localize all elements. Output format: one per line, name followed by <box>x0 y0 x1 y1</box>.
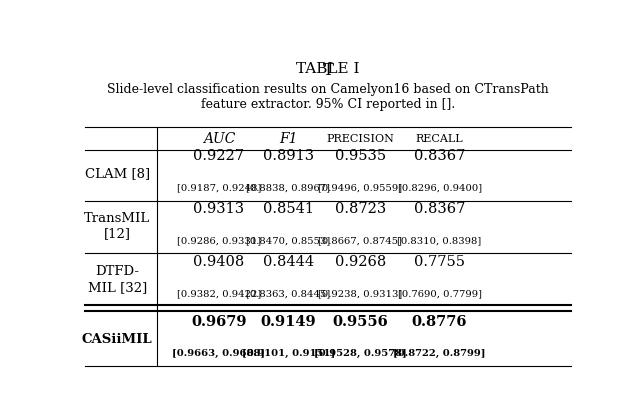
Text: [0.9101, 0.9151]: [0.9101, 0.9151] <box>242 349 335 358</box>
Text: 0.9149: 0.9149 <box>260 315 316 329</box>
Text: [0.8667, 0.8745]: [0.8667, 0.8745] <box>318 236 402 245</box>
Text: 0.9556: 0.9556 <box>332 315 388 329</box>
Text: CASiiMIL: CASiiMIL <box>82 333 152 346</box>
Text: 0.9268: 0.9268 <box>335 255 386 269</box>
Text: [0.8722, 0.8799]: [0.8722, 0.8799] <box>394 349 486 358</box>
Text: [0.9496, 0.9559]: [0.9496, 0.9559] <box>318 183 403 192</box>
Text: 0.9227: 0.9227 <box>193 149 244 163</box>
Text: 0.9313: 0.9313 <box>193 202 244 216</box>
Text: [0.8470, 0.8553]: [0.8470, 0.8553] <box>246 236 330 245</box>
Text: [0.8838, 0.8967]: [0.8838, 0.8967] <box>246 183 330 192</box>
Text: 0.9679: 0.9679 <box>191 315 246 329</box>
Text: 0.9535: 0.9535 <box>335 149 386 163</box>
Text: 0.8776: 0.8776 <box>412 315 467 329</box>
Text: [0.8296, 0.9400]: [0.8296, 0.9400] <box>397 183 482 192</box>
Text: [0.9382, 0.9422]: [0.9382, 0.9422] <box>177 289 261 298</box>
Text: 0.8913: 0.8913 <box>263 149 314 163</box>
Text: RECALL: RECALL <box>416 133 463 144</box>
Text: CLAM [8]: CLAM [8] <box>84 167 150 180</box>
Text: TransMIL
[12]: TransMIL [12] <box>84 211 150 240</box>
Text: TABLE I: TABLE I <box>296 62 360 76</box>
Text: 0.8444: 0.8444 <box>263 255 314 269</box>
Text: [0.9238, 0.9313]: [0.9238, 0.9313] <box>318 289 403 298</box>
Text: 0.8367: 0.8367 <box>414 149 465 163</box>
Text: [0.7690, 0.7799]: [0.7690, 0.7799] <box>397 289 481 298</box>
Text: AUC: AUC <box>203 132 235 146</box>
Text: 0.8541: 0.8541 <box>263 202 314 216</box>
Text: Slide-level classification results on Camelyon16 based on CTransPath
feature ext: Slide-level classification results on Ca… <box>107 83 549 111</box>
Text: 0.8367: 0.8367 <box>414 202 465 216</box>
Text: [0.9528, 0.9578]: [0.9528, 0.9578] <box>314 349 406 358</box>
Text: [0.9663, 0.9688]: [0.9663, 0.9688] <box>172 349 266 358</box>
Text: 0.7755: 0.7755 <box>414 255 465 269</box>
Text: T: T <box>323 62 333 79</box>
Text: DTFD-
MIL [32]: DTFD- MIL [32] <box>88 265 147 294</box>
Text: [0.8363, 0.8445]: [0.8363, 0.8445] <box>246 289 330 298</box>
Text: [0.9187, 0.9248]: [0.9187, 0.9248] <box>177 183 261 192</box>
Text: 0.9408: 0.9408 <box>193 255 244 269</box>
Text: [0.8310, 0.8398]: [0.8310, 0.8398] <box>397 236 482 245</box>
Text: PRECISION: PRECISION <box>326 133 394 144</box>
Text: [0.9286, 0.9331]: [0.9286, 0.9331] <box>177 236 261 245</box>
Text: F1: F1 <box>279 132 298 146</box>
Text: 0.8723: 0.8723 <box>335 202 386 216</box>
